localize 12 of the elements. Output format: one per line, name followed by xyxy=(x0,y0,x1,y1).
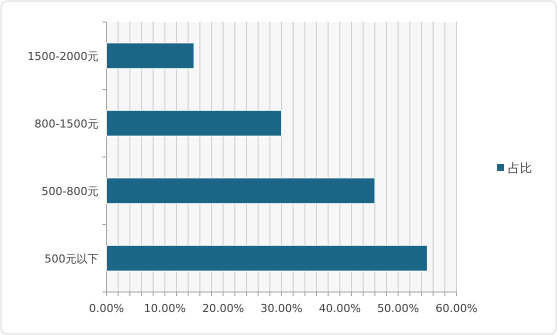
y-tick-label: 1500-2000元 xyxy=(28,50,98,63)
x-tick-label: 60.00% xyxy=(436,302,478,315)
y-tick-label: 500-800元 xyxy=(42,184,98,198)
x-tick-label: 30.00% xyxy=(260,302,302,315)
x-tick-label: 40.00% xyxy=(318,302,361,315)
x-tick-label: 0.00% xyxy=(89,302,124,315)
y-tick-label: 800-1500元 xyxy=(34,117,98,130)
x-tick-label: 20.00% xyxy=(202,302,244,315)
x-tick-label: 50.00% xyxy=(377,302,420,315)
x-tick-label: 10.00% xyxy=(144,302,186,315)
legend-label: 占比 xyxy=(508,161,532,175)
y-tick-label: 500元以下 xyxy=(44,252,98,266)
